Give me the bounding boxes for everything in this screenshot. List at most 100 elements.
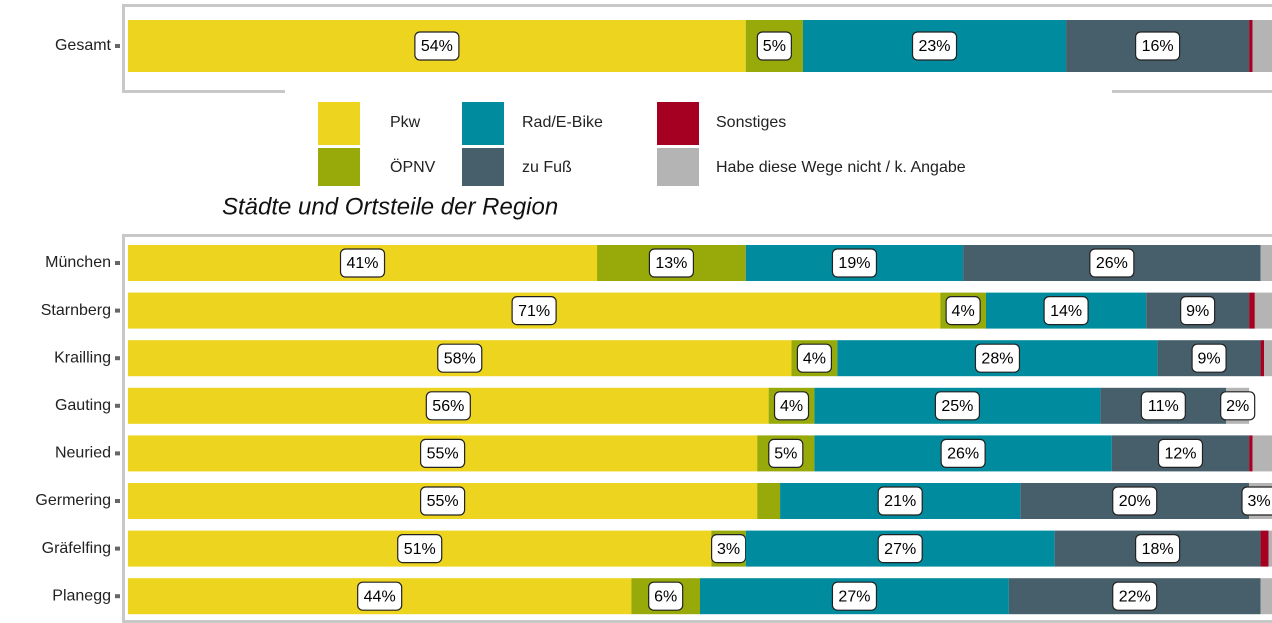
- value-label-box: [357, 581, 403, 611]
- value-label: 51%: [404, 541, 436, 558]
- bar-segment: [1263, 340, 1272, 377]
- value-label: 56%: [432, 398, 464, 415]
- value-label: 12%: [1164, 446, 1196, 463]
- value-label: 27%: [884, 541, 916, 558]
- bar-segment: [1260, 530, 1269, 567]
- category-label: Gesamt: [55, 37, 112, 54]
- value-label: 9%: [1198, 350, 1221, 367]
- value-label-box: [1134, 533, 1181, 564]
- category-tick: [115, 356, 120, 361]
- category-label: Germering: [35, 492, 111, 509]
- legend-swatch: [462, 148, 504, 186]
- value-label-box: [1112, 581, 1158, 611]
- value-label: 19%: [838, 255, 870, 272]
- legend-swatch: [318, 102, 360, 145]
- value-label: 44%: [364, 588, 396, 605]
- bar-segment: [1254, 292, 1272, 329]
- value-label: 5%: [774, 446, 797, 463]
- value-label-box: [756, 31, 792, 61]
- value-label-box: [877, 486, 923, 516]
- value-label-box: [339, 248, 386, 278]
- value-label-box: [831, 248, 878, 278]
- value-label: 20%: [1119, 493, 1151, 510]
- value-label: 58%: [444, 350, 476, 367]
- value-label: 11%: [1148, 398, 1179, 415]
- value-label: 14%: [1050, 303, 1082, 320]
- legend-swatch: [462, 102, 504, 145]
- value-label: 23%: [919, 38, 951, 55]
- value-label-box: [1191, 343, 1227, 373]
- value-label-box: [831, 581, 878, 611]
- value-label-box: [437, 343, 483, 373]
- value-label: 55%: [427, 493, 459, 510]
- legend-label: zu Fuß: [522, 159, 572, 176]
- value-label-box: [1220, 391, 1256, 421]
- value-label: 26%: [1096, 255, 1128, 272]
- value-label: 3%: [717, 541, 740, 558]
- value-label-box: [648, 248, 695, 278]
- legend-label: Sonstiges: [716, 114, 786, 131]
- category-label: München: [45, 254, 111, 271]
- value-label-box: [397, 533, 443, 564]
- category-label: Starnberg: [41, 302, 111, 319]
- value-label: 22%: [1119, 588, 1151, 605]
- category-tick: [115, 499, 120, 503]
- value-label: 28%: [981, 350, 1013, 367]
- bar-segment: [1260, 340, 1264, 377]
- value-label-box: [1112, 486, 1158, 516]
- value-label-box: [1241, 486, 1272, 516]
- value-label: 55%: [427, 446, 459, 463]
- value-label: 54%: [421, 38, 453, 55]
- value-label-box: [420, 438, 466, 468]
- value-label-box: [1089, 248, 1135, 278]
- bar-segment: [1252, 20, 1272, 72]
- value-label: 41%: [347, 255, 379, 272]
- legend-background: [285, 86, 1112, 96]
- legend-swatch: [657, 148, 699, 186]
- value-label-box: [940, 438, 986, 468]
- value-label-box: [877, 533, 923, 564]
- value-label-box: [768, 438, 804, 468]
- value-label-box: [974, 343, 1021, 373]
- value-label-box: [511, 296, 557, 326]
- value-label-box: [1157, 438, 1204, 468]
- value-label: 16%: [1142, 38, 1174, 55]
- category-label: Neuried: [55, 445, 111, 462]
- value-label-box: [414, 31, 460, 61]
- panel-frame: [122, 234, 1272, 623]
- legend-label: Habe diese Wege nicht / k. Angabe: [716, 159, 966, 176]
- category-tick: [115, 261, 120, 265]
- value-label-box: [1134, 31, 1181, 61]
- legend-label: Rad/E-Bike: [522, 114, 603, 131]
- value-label-box: [1043, 296, 1089, 326]
- bar-segment: [1249, 435, 1253, 472]
- value-label: 4%: [780, 398, 803, 415]
- category-tick: [115, 403, 120, 408]
- category-label: Gräfelfing: [42, 540, 111, 557]
- value-label-box: [796, 343, 833, 373]
- bar-segment: [757, 483, 781, 519]
- legend-label: ÖPNV: [390, 158, 436, 176]
- value-label-box: [420, 486, 466, 516]
- value-label: 4%: [803, 350, 826, 367]
- value-label-box: [648, 581, 684, 611]
- value-label-box: [934, 391, 981, 421]
- category-tick: [115, 594, 120, 599]
- value-label: 26%: [947, 446, 979, 463]
- value-label: 18%: [1142, 541, 1174, 558]
- value-label-box: [710, 533, 747, 564]
- value-label: 13%: [655, 255, 687, 272]
- bar-segment: [1260, 245, 1272, 281]
- bar-segment: [1268, 530, 1272, 567]
- value-label: 2%: [1226, 398, 1249, 415]
- bar-segment: [1252, 435, 1272, 472]
- category-label: Gauting: [55, 397, 111, 414]
- panel-title: Städte und Ortsteile der Region: [222, 193, 558, 220]
- legend-label: Pkw: [390, 114, 421, 131]
- value-label-box: [911, 31, 958, 61]
- category-tick: [115, 308, 120, 313]
- category-tick: [115, 546, 120, 551]
- value-label-box: [425, 391, 471, 421]
- value-label: 3%: [1247, 493, 1270, 510]
